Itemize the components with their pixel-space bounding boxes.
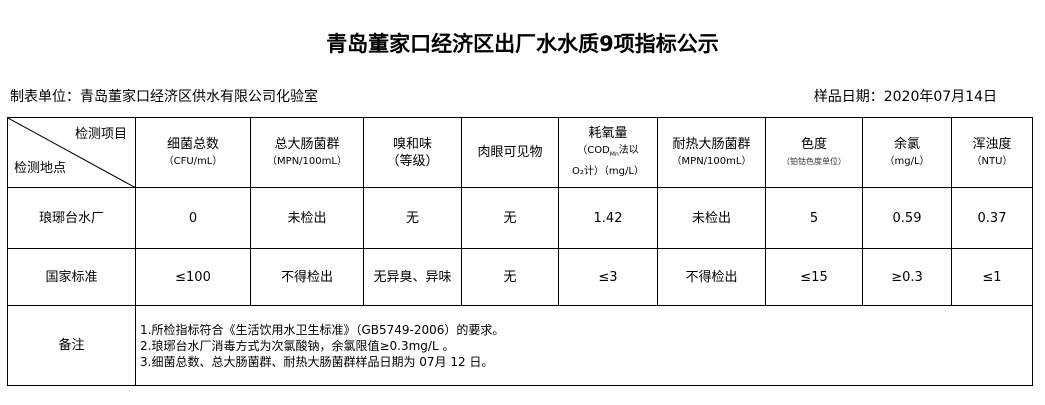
- unit-label: 制表单位：青岛董家口经济区供水有限公司化验室: [10, 89, 318, 105]
- site-label: 检测地点: [14, 161, 67, 176]
- col-header: 余氯 （mg/L）: [862, 117, 952, 188]
- col-header: 总大肠菌群 （MPN/100mL）: [250, 117, 364, 188]
- value-cell: 不得检出: [657, 248, 766, 306]
- col-header: 耐热大肠菌群 （MPN/100mL）: [657, 117, 766, 188]
- value-cell: ≤1: [951, 248, 1033, 306]
- remark: 2.琅琊台水厂消毒方式为次氯酸钠，余氯限值≥0.3mg/L 。: [140, 338, 455, 353]
- table-row: 琅琊台水厂 0 未检出 无 无 1.42 未检出 5 0.59 0.37: [7, 187, 1033, 249]
- col-header: 色度 （铂钴色度单位）: [765, 117, 863, 188]
- sample-date: 样品日期：2020年07月14日: [813, 89, 997, 105]
- value-cell: ≥0.3: [862, 248, 952, 306]
- remarks-row: 备注 1.所检指标符合《生活饮用水卫生标准》（GB5749-2006）的要求。 …: [7, 305, 1033, 386]
- remark: 1.所检指标符合《生活饮用水卫生标准》（GB5749-2006）的要求。: [140, 322, 505, 337]
- remarks-label: 备注: [7, 305, 136, 386]
- value-cell: ≤100: [135, 248, 251, 306]
- col-header: 耗氧量 （CODMn法以 O₂计）（mg/L）: [558, 117, 658, 188]
- col-header: 肉眼可见物: [461, 117, 559, 188]
- item-label: 检测项目: [74, 127, 127, 142]
- diagonal-header-cell: 检测项目 检测地点: [7, 117, 136, 188]
- value-cell: ≤15: [765, 248, 863, 306]
- remarks-cell: 1.所检指标符合《生活饮用水卫生标准》（GB5749-2006）的要求。 2.琅…: [135, 305, 1033, 386]
- col-header: 浑浊度 （NTU）: [951, 117, 1033, 188]
- value-cell: ≤3: [558, 248, 658, 306]
- col-header: 嗅和味 （等级）: [363, 117, 462, 188]
- value-cell: 0: [135, 187, 251, 249]
- value-cell: 0.59: [862, 187, 952, 249]
- value-cell: 无异臭、异味: [363, 248, 462, 306]
- value-cell: 未检出: [657, 187, 766, 249]
- value-cell: 无: [461, 248, 559, 306]
- water-quality-table: 检测项目 检测地点 细菌总数 （CFU/mL） 总大肠菌群 （MPN/100mL） …: [7, 117, 1033, 386]
- value-cell: 无: [363, 187, 462, 249]
- header-row: 检测项目 检测地点 细菌总数 （CFU/mL） 总大肠菌群 （MPN/100mL） …: [7, 117, 1033, 188]
- remark: 3.细菌总数、总大肠菌群、耐热大肠菌群样品日期为 07月 12 日。: [140, 354, 494, 369]
- value-cell: 1.42: [558, 187, 658, 249]
- table-row: 国家标准 ≤100 不得检出 无异臭、异味 无 ≤3 不得检出 ≤15 ≥0.3…: [7, 248, 1033, 306]
- site-cell: 琅琊台水厂: [7, 187, 136, 249]
- value-cell: 不得检出: [250, 248, 364, 306]
- value-cell: 未检出: [250, 187, 364, 249]
- value-cell: 无: [461, 187, 559, 249]
- value-cell: 0.37: [951, 187, 1033, 249]
- page-title: 青岛董家口经济区出厂水水质9项指标公示: [326, 32, 719, 56]
- value-cell: 5: [765, 187, 863, 249]
- col-header: 细菌总数 （CFU/mL）: [135, 117, 251, 188]
- site-cell: 国家标准: [7, 248, 136, 306]
